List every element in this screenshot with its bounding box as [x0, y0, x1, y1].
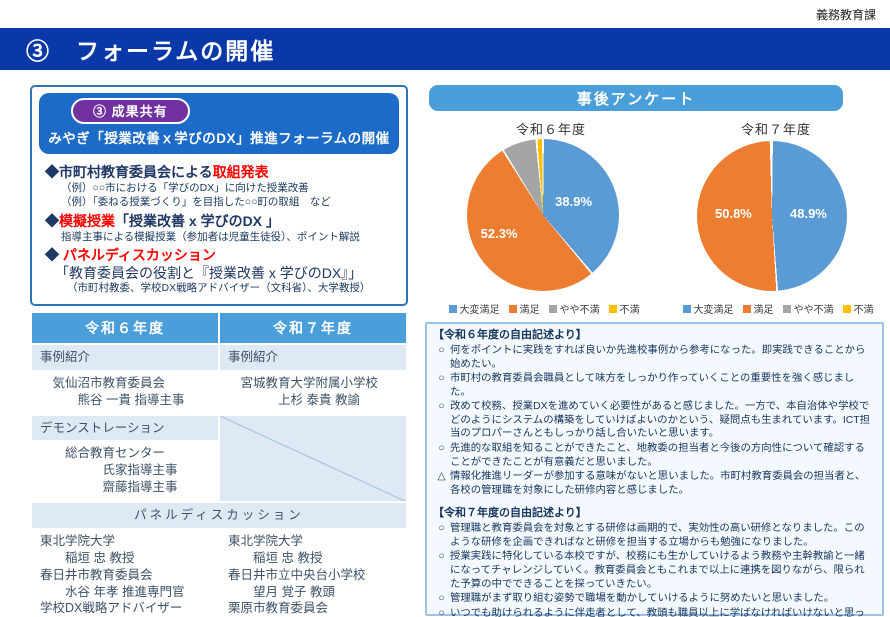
comment-item: ○ 管理職と教育委員会を対象とする研修は画期的で、実効性の高い研修となりました。こ… — [438, 523, 865, 548]
case-intro-names-r6: 気仙沼市教育委員会 熊谷 一貴 指導主事 — [30, 369, 220, 416]
column-header-r7: 令和７年度 — [218, 310, 408, 345]
legend-swatch-satisfied — [742, 304, 751, 313]
legend-label: 満足 — [519, 305, 540, 316]
legend-label: 不満 — [619, 305, 640, 316]
table-row: デモンストレーション — [30, 413, 408, 504]
panelists-r7: 東北学院大学 稲垣 忠 教授 春日井市立中央台小学校 望月 覚子 教頭 栗原市教… — [218, 527, 408, 617]
legend-r7: 大変満足 満足 やや不満 不満 — [673, 301, 883, 316]
legend-swatch-somewhat-dissatisfied — [548, 304, 557, 313]
comments-r6-title: 【令和６年度の自由記述より】 — [433, 329, 587, 341]
pie-r7-graphic — [697, 141, 847, 291]
forum-bullet-list: ◆市町村教育委員会による取組発表 （例）○○市における「学びのDX」に向けた授業… — [39, 154, 399, 298]
bullet-presentations-example-2: （例）「委ねる授業づくり」を目指した○○町の取組 など — [61, 196, 331, 209]
panel-discussion-theme: 「教育委員会の役割と『授業改善 x 学びのDX』」 — [55, 265, 363, 282]
legend-swatch-very-satisfied — [682, 304, 691, 313]
comments-r7-title: 【令和７年度の自由記述より】 — [433, 507, 587, 520]
legend-r6: 大変満足 満足 やや不満 不満 — [431, 301, 657, 316]
demonstration-label-r6: デモンストレーション — [30, 413, 220, 443]
case-intro-label-r6: 事例紹介 — [30, 342, 220, 372]
pie-r6-graphic — [467, 139, 619, 291]
year-comparison-table: 令和６年度 令和７年度 事例紹介 事例紹介 気仙沼市教育委員会 熊谷 一貴 指導… — [30, 310, 408, 617]
legend-label: 大変満足 — [459, 305, 500, 316]
legend-swatch-very-satisfied — [448, 304, 457, 313]
page-title: ③ フォーラムの開催 — [0, 28, 890, 70]
pie-r7-label-very-satisfied: 48.9% — [790, 205, 827, 221]
right-column: 事後アンケート 令和６年度 令和７年度 38.9% 52.3% 48.9% 50… — [425, 85, 885, 617]
legend-swatch-dissatisfied — [842, 304, 851, 313]
comment-item: ○ 改めて校務、授業DXを進めていく必要性があると感じました。一方で、本自治体や学… — [438, 401, 870, 440]
table-header-row: 令和６年度 令和７年度 — [30, 310, 408, 345]
table-row: パネルディスカッション — [30, 501, 408, 530]
demonstration-names-r6: 総合教育センター 氏家指導主事 齋藤指導主事 — [30, 440, 220, 504]
bullet-mock-lesson-detail: 指導主事による模擬授業（参加者は児童生徒役）、ポイント解説 — [61, 230, 360, 243]
panel-discussion-span-label: パネルディスカッション — [30, 501, 408, 530]
case-intro-names-r7: 宮城教育大学附属小学校 上杉 泰貴 教諭 — [218, 369, 408, 416]
legend-label: 満足 — [753, 305, 774, 316]
department-label: 義務教育課 — [815, 8, 876, 22]
pie-title-r7: 令和７年度 — [740, 122, 811, 137]
bullet-mock-lesson: ◆模擬授業「授業改善 x 学びのDX 」 — [45, 212, 280, 229]
legend-label: やや不満 — [559, 305, 600, 316]
legend-label: 不満 — [853, 305, 874, 316]
pie-r7-label-satisfied: 50.8% — [715, 205, 752, 221]
legend-label: やや不満 — [793, 305, 834, 316]
comment-item: ○ 市町村の教育委員会職員として味方をしっかり作っていくことの重要性を強く感じまし… — [438, 373, 855, 398]
forum-banner-title: みやぎ「授業改善ｘ学びのDX」推進フォーラムの開催 — [48, 131, 390, 146]
table-row: 総合教育センター 氏家指導主事 齋藤指導主事 — [30, 440, 407, 504]
comment-item: ○ 管理職がまず取り組む姿勢で職場を動かしていけるように努めたいと思いました。 — [438, 593, 835, 605]
panel-discussion-members: （市町村教委、学校DX戦略アドバイザー（文科省）、大学教授） — [67, 282, 371, 295]
empty-diagonal-cell — [218, 413, 408, 504]
bullet-presentations-example-1: （例）○○市における「学びのDX」に向けた授業改善 — [61, 182, 309, 195]
table-row: 事例紹介 事例紹介 — [30, 342, 408, 372]
table-row: 東北学院大学 稲垣 忠 教授 春日井市教育委員会 水谷 年孝 推進専門官 学校D… — [30, 527, 408, 617]
table-row: 気仙沼市教育委員会 熊谷 一貴 指導主事 宮城教育大学附属小学校 上杉 泰貴 教… — [30, 369, 408, 416]
bullet-panel-discussion: ◆ パネルディスカッション — [45, 246, 216, 263]
forum-overview-box: ③ 成果共有 みやぎ「授業改善ｘ学びのDX」推進フォーラムの開催 ◆市町村教育委… — [30, 85, 408, 306]
legend-swatch-satisfied — [508, 304, 517, 313]
survey-header: 事後アンケート — [429, 85, 843, 111]
legend-swatch-somewhat-dissatisfied — [782, 304, 791, 313]
results-sharing-badge: ③ 成果共有 — [71, 98, 190, 124]
pie-r6-label-very-satisfied: 38.9% — [555, 193, 593, 209]
panelists-r6: 東北学院大学 稲垣 忠 教授 春日井市教育委員会 水谷 年孝 推進専門官 学校D… — [30, 527, 220, 617]
pie-r6-label-satisfied: 52.3% — [480, 225, 518, 241]
pie-chart-r6: 38.9% 52.3% — [467, 139, 619, 291]
pie-chart-r7: 48.9% 50.8% — [697, 141, 847, 291]
comment-item: ○ 授業実践に特化している本校ですが、校務にも生かしていけるよう教務や主幹教諭と一… — [438, 551, 865, 590]
column-header-r6: 令和６年度 — [30, 310, 220, 345]
free-response-box: 【令和６年度の自由記述より】 ○ 何をポイントに実践をすれば良いか先進校事例から参… — [425, 322, 884, 617]
legend-swatch-dissatisfied — [608, 304, 617, 313]
comment-item: ○ 何をポイントに実践をすれば良いか先進校事例から参考になった。即実践できることか… — [438, 345, 866, 370]
legend-label: 大変満足 — [693, 305, 734, 316]
left-column: ③ 成果共有 みやぎ「授業改善ｘ学びのDX」推進フォーラムの開催 ◆市町村教育委… — [30, 85, 408, 617]
comment-item: △ 情報化推進リーダーが参加する意味がないと思いました。市町村教育委員会の担当者と… — [437, 471, 866, 496]
section-gap — [433, 497, 874, 506]
case-intro-label-r7: 事例紹介 — [218, 342, 408, 372]
pie-title-r6: 令和６年度 — [515, 122, 586, 137]
comment-item: ○ いつでも助けられるように伴走者として、教頭も職員以上に学ばなければいけないと思… — [438, 607, 865, 617]
forum-banner: ③ 成果共有 みやぎ「授業改善ｘ学びのDX」推進フォーラムの開催 — [39, 93, 399, 154]
bullet-presentations: ◆市町村教育委員会による取組発表 — [45, 164, 269, 180]
comment-item: ○ 先進的な取組を知ることができたこと、地教委の担当者と今後の方向性について確認す… — [438, 443, 865, 468]
diagonal-line — [220, 416, 406, 502]
